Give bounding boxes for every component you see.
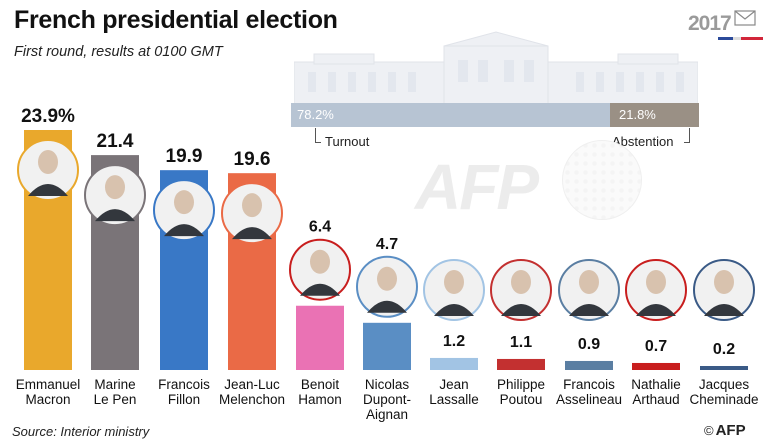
logo-year-text: 2017 (688, 12, 732, 35)
candidate-portrait-10 (625, 259, 687, 321)
abstention-label: Abstention (612, 134, 674, 149)
bar-5 (296, 305, 344, 370)
value-label-11: 0.2 (713, 341, 735, 358)
bar-8 (497, 358, 545, 370)
candidate-portrait-8 (490, 259, 552, 321)
category-label-9-line-1: Francois (563, 377, 615, 392)
value-label-3: 19.9 (166, 146, 203, 167)
candidate-portrait-6 (356, 255, 418, 318)
turnout-value: 78.2% (297, 107, 334, 122)
abstention-value: 21.8% (619, 107, 656, 122)
category-label-2-line-1: Marine (94, 377, 135, 392)
category-label-5-line-1: Benoit (301, 377, 340, 392)
page-subtitle: First round, results at 0100 GMT (14, 44, 223, 60)
category-label-3-line-2: Fillon (168, 392, 200, 407)
copyright-symbol: © (704, 423, 714, 438)
category-label-6-line-2: Dupont- (363, 392, 411, 407)
abstention-bracket (684, 128, 690, 143)
bar-10 (632, 362, 680, 370)
afp-watermark: AFP (415, 151, 539, 223)
category-label-3-line-1: Francois (158, 377, 210, 392)
category-label-4-line-2: Melenchon (219, 392, 285, 407)
turnout-label: Turnout (325, 134, 370, 149)
afp-credit-text: AFP (715, 422, 746, 439)
category-label-10-line-2: Arthaud (632, 392, 679, 407)
category-label-5-line-2: Hamon (298, 392, 342, 407)
value-label-9: 0.9 (578, 336, 600, 353)
candidate-portrait-3 (153, 179, 215, 242)
flag-stripe-blue (718, 37, 740, 40)
page-title: French presidential election (14, 6, 338, 34)
category-label-10-line-1: Nathalie (631, 377, 681, 392)
category-label-6-line-1: Nicolas (365, 377, 410, 392)
value-label-2: 21.4 (97, 131, 134, 152)
category-label-8-line-2: Poutou (500, 392, 543, 407)
value-label-8: 1.1 (510, 334, 532, 351)
value-label-10: 0.7 (645, 338, 667, 355)
category-label-1-line-2: Macron (25, 392, 70, 407)
flag-stripe-red (741, 37, 763, 40)
category-label-8-line-1: Philippe (497, 377, 545, 392)
bar-9 (565, 360, 613, 370)
source-note: Source: Interior ministry (12, 424, 150, 439)
turnout-bar (291, 103, 699, 127)
bar-6 (363, 322, 411, 370)
bar-7 (430, 357, 478, 370)
category-label-11-line-1: Jacques (699, 377, 750, 392)
elysee-palace-illustration (294, 31, 698, 104)
turnout-bracket (315, 128, 321, 143)
category-label-7-line-2: Lassalle (429, 392, 479, 407)
candidate-portrait-7 (423, 259, 485, 321)
value-label-1: 23.9% (21, 106, 75, 127)
category-label-4-line-1: Jean-Luc (224, 377, 280, 392)
candidate-portrait-1 (17, 139, 79, 201)
category-label-6-line-3: Aignan (366, 407, 408, 422)
bar-11 (700, 366, 748, 370)
candidate-portrait-9 (558, 259, 620, 321)
value-label-7: 1.2 (443, 333, 465, 350)
value-label-6: 4.7 (376, 236, 398, 253)
afp-credit: © AFP (704, 422, 746, 439)
candidate-portrait-11 (693, 259, 755, 321)
envelope-icon (734, 10, 756, 26)
category-label-1-line-1: Emmanuel (16, 377, 81, 392)
abstention-bar (610, 103, 699, 127)
candidate-portrait-5 (289, 238, 351, 301)
value-label-5: 6.4 (309, 219, 331, 236)
category-label-2-line-2: Le Pen (94, 392, 137, 407)
category-label-11-line-2: Cheminade (689, 392, 758, 407)
golf-ball-watermark (562, 140, 642, 220)
category-label-7-line-1: Jean (439, 377, 468, 392)
candidate-portrait-2 (84, 164, 146, 227)
candidate-portrait-4 (221, 182, 283, 245)
value-label-4: 19.6 (234, 149, 271, 170)
category-label-9-line-2: Asselineau (556, 392, 622, 407)
